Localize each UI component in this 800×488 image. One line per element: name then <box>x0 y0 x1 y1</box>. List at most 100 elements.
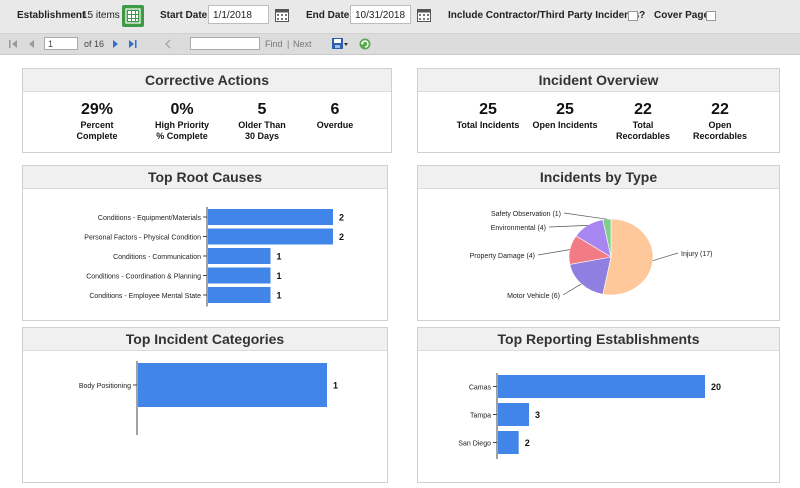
kpi-label: High Priority <box>154 120 209 130</box>
panel-title: Top Reporting Establishments <box>418 328 779 351</box>
first-page-icon[interactable] <box>8 39 18 49</box>
category-label: Tampa <box>470 413 491 420</box>
bar <box>498 403 530 426</box>
contractor-checkbox[interactable] <box>628 11 638 21</box>
kpi-label: Total <box>632 120 654 130</box>
end-date-label: End Date <box>306 10 350 21</box>
bar <box>498 375 705 398</box>
next-link[interactable]: Next <box>293 39 312 49</box>
data-label: 2 <box>339 213 344 223</box>
data-label: 1 <box>277 291 282 301</box>
kpi-label: Older Than <box>238 120 286 130</box>
kpi-percent-complete: 29% Percent Complete <box>57 101 137 141</box>
data-label: 2 <box>339 232 344 242</box>
kpi-open-incidents: 25 Open Incidents <box>525 101 605 130</box>
slice-label: Environmental (4) <box>491 225 546 232</box>
kpi-value: 6 <box>330 101 340 118</box>
end-date-input[interactable]: 10/31/2018 <box>350 5 411 24</box>
incident-overview-panel: Incident Overview 25 Total Incidents 25 … <box>417 68 780 153</box>
establishment-picker-button[interactable] <box>122 5 144 27</box>
bar <box>208 228 333 245</box>
pie-slice <box>602 218 654 296</box>
kpi-value: 0% <box>170 101 194 118</box>
kpi-older-than-30: 5 Older Than 30 Days <box>222 101 302 141</box>
start-date-input[interactable]: 1/1/2018 <box>208 5 269 24</box>
panel-title: Top Root Causes <box>23 166 387 189</box>
slice-label: Injury (17) <box>681 251 713 258</box>
previous-page-icon[interactable] <box>26 39 36 49</box>
incidents-by-type-panel: Incidents by Type Injury (17) Motor Vehic… <box>417 165 780 321</box>
incidents-by-type-chart: Injury (17) Motor Vehicle (6) Property Dam… <box>470 211 713 300</box>
incident-categories-chart: Body Positioning 1 <box>79 361 338 435</box>
kpi-label: Recordables <box>615 131 671 141</box>
next-page-icon[interactable] <box>111 39 121 49</box>
bar <box>208 267 271 284</box>
root-causes-chart: Conditions - Equipment/Materials 2 Persona… <box>84 207 344 307</box>
bar <box>208 209 333 225</box>
top-root-causes-panel: Top Root Causes Conditions - Equipment/M… <box>22 165 388 321</box>
back-icon[interactable] <box>163 39 173 49</box>
bar <box>208 287 271 303</box>
data-label: 1 <box>277 252 282 262</box>
kpi-value: 5 <box>257 101 267 118</box>
category-label: Camas <box>469 385 492 392</box>
kpi-open-recordables: 22 Open Recordables <box>680 101 760 141</box>
pie-slice <box>569 256 612 295</box>
leader-line <box>652 252 679 262</box>
top-reporting-establishments-panel: Top Reporting Establishments Camas 20 Tamp… <box>417 327 780 483</box>
leader-line <box>548 225 588 228</box>
establishment-count: 15 items <box>82 10 120 21</box>
category-label: Body Positioning <box>79 383 131 390</box>
bar <box>138 363 327 407</box>
category-label: Conditions - Employee Mental State <box>89 293 201 300</box>
panel-title: Top Incident Categories <box>23 328 387 351</box>
data-label: 2 <box>525 438 530 448</box>
last-page-icon[interactable] <box>128 39 139 49</box>
leader-line <box>563 212 607 220</box>
panel-title: Incidents by Type <box>418 166 779 189</box>
kpi-total-recordables: 22 Total Recordables <box>603 101 683 141</box>
kpi-label: Open <box>708 120 732 130</box>
category-label: Conditions - Communication <box>113 254 201 261</box>
page-count-label: of 16 <box>84 39 105 49</box>
slice-label: Property Damage (4) <box>470 253 535 260</box>
top-incident-categories-panel: Top Incident Categories Body Positioning… <box>22 327 388 483</box>
kpi-label: 30 Days <box>244 131 280 141</box>
kpi-value: 22 <box>634 101 652 118</box>
category-label: Conditions - Coordination & Planning <box>86 274 201 281</box>
data-label: 1 <box>277 271 282 281</box>
kpi-value: 25 <box>479 101 497 118</box>
slice-label: Motor Vehicle (6) <box>507 293 560 300</box>
reporting-establishments-chart: Camas 20 Tampa 3 San Diego 2 <box>458 373 721 459</box>
page-number-input[interactable]: 1 <box>44 37 78 50</box>
calendar-icon[interactable] <box>417 8 431 22</box>
category-label: San Diego <box>458 441 491 448</box>
kpi-label: Recordables <box>692 131 748 141</box>
data-label: 20 <box>711 382 721 392</box>
contractor-label: Include Contractor/Third Party Incidents… <box>448 10 646 21</box>
leader-line <box>562 283 582 296</box>
kpi-label: Percent <box>80 120 114 130</box>
kpi-high-priority: 0% High Priority % Complete <box>142 101 222 141</box>
panel-title: Incident Overview <box>418 69 779 92</box>
kpi-label: % Complete <box>156 131 208 141</box>
start-date-label: Start Date <box>160 10 208 21</box>
cover-page-checkbox[interactable] <box>706 11 716 21</box>
refresh-icon[interactable] <box>358 37 372 51</box>
kpi-value: 25 <box>556 101 574 118</box>
panel-title: Corrective Actions <box>23 69 391 92</box>
slice-label: Safety Observation (1) <box>491 211 561 218</box>
kpi-label: Overdue <box>316 120 354 130</box>
report-toolbar: 1 of 16 Find | Next <box>0 34 800 55</box>
kpi-value: 22 <box>711 101 729 118</box>
export-save-icon[interactable] <box>331 37 349 51</box>
data-label: 1 <box>333 381 338 391</box>
find-link[interactable]: Find <box>265 39 283 49</box>
bar <box>498 431 519 454</box>
find-input[interactable] <box>190 37 260 50</box>
cover-page-label: Cover Page <box>654 10 710 21</box>
calendar-icon[interactable] <box>275 8 289 22</box>
kpi-total-incidents: 25 Total Incidents <box>448 101 528 130</box>
grid-icon <box>125 8 141 24</box>
kpi-value: 29% <box>80 101 114 118</box>
